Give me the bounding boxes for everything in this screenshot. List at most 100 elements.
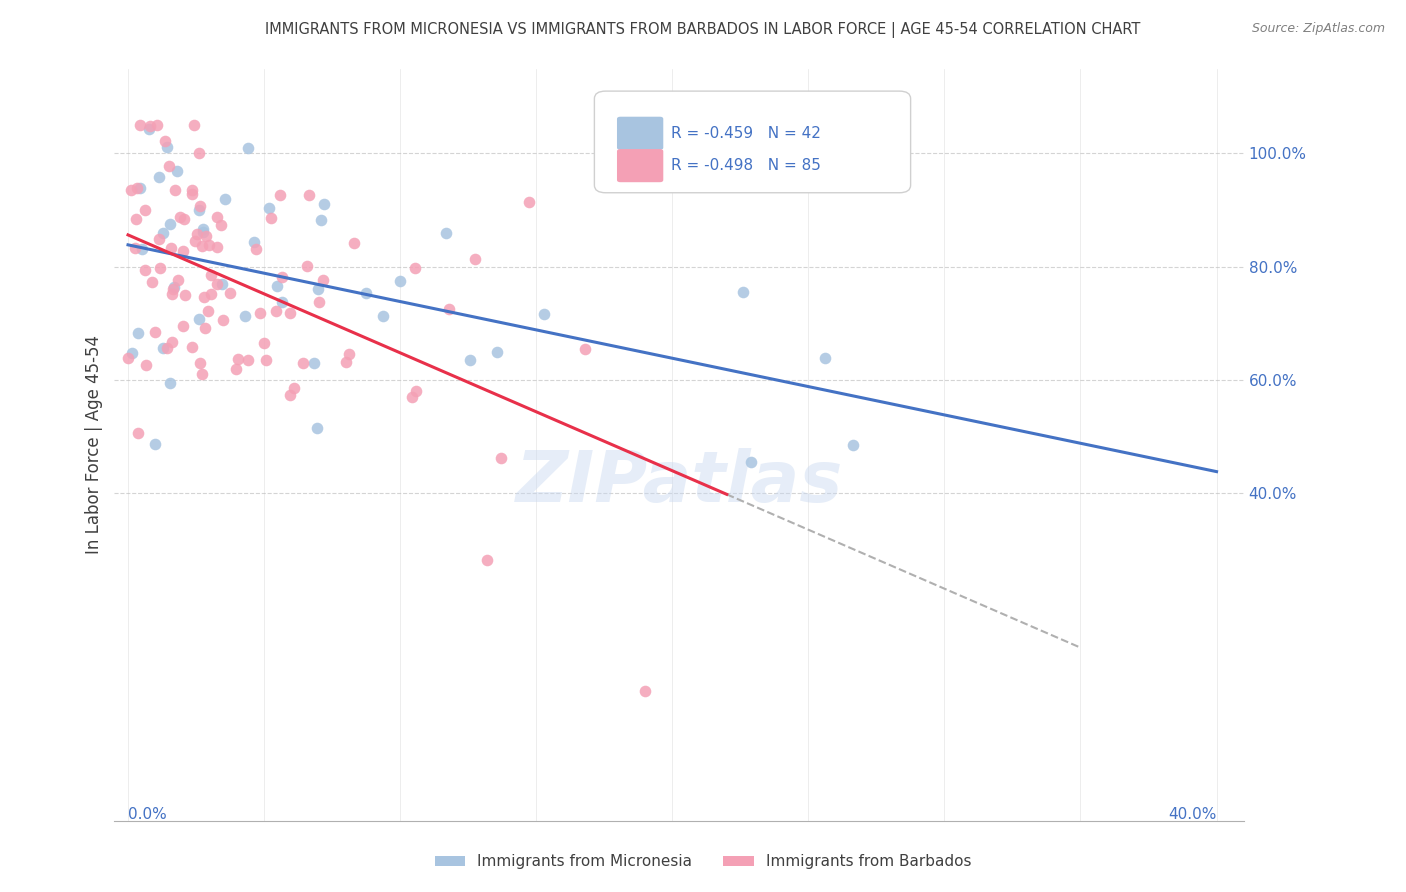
Point [253, 335, 276, 350]
Point [138, 119, 160, 133]
Point [125, 212, 148, 227]
Point [245, 242, 267, 256]
Point [117, 351, 139, 365]
Point [166, 164, 188, 178]
Text: ZIPatlas: ZIPatlas [516, 448, 842, 517]
Point [138, 122, 160, 136]
Point [211, 277, 233, 291]
Text: 40.0%: 40.0% [1168, 807, 1216, 822]
Point [135, 358, 157, 372]
Point [356, 285, 378, 300]
Point [197, 304, 219, 318]
Point [401, 390, 423, 404]
Point [458, 353, 481, 368]
Point [143, 437, 166, 451]
Legend: Immigrants from Micronesia, Immigrants from Barbados: Immigrants from Micronesia, Immigrants f… [429, 848, 977, 875]
Point [489, 451, 512, 466]
Point [134, 202, 156, 217]
Point [191, 222, 214, 236]
Point [434, 226, 457, 240]
Point [172, 319, 194, 334]
Point [183, 234, 205, 248]
Point [180, 187, 202, 202]
Point [167, 273, 190, 287]
Point [209, 219, 232, 233]
Point [404, 260, 426, 275]
Point [145, 325, 167, 339]
Point [129, 181, 152, 195]
Point [128, 118, 150, 132]
Point [169, 211, 191, 225]
Point [266, 278, 288, 293]
Point [131, 243, 153, 257]
Y-axis label: In Labor Force | Age 45-54: In Labor Force | Age 45-54 [86, 335, 103, 555]
Point [188, 356, 211, 370]
Point [225, 361, 247, 376]
Point [214, 192, 236, 206]
Point [292, 355, 315, 369]
Point [212, 313, 235, 327]
Point [183, 118, 205, 132]
Point [533, 307, 555, 321]
Point [312, 196, 335, 211]
Point [194, 228, 217, 243]
Point [156, 341, 179, 355]
Point [191, 225, 214, 239]
Point [371, 310, 394, 324]
Point [148, 232, 170, 246]
Point [233, 309, 256, 323]
Point [145, 118, 167, 132]
Point [157, 159, 180, 173]
Point [152, 227, 174, 241]
Point [186, 227, 208, 241]
Point [160, 335, 183, 350]
FancyBboxPatch shape [595, 91, 911, 193]
Point [236, 141, 259, 155]
Point [298, 188, 321, 202]
Point [270, 294, 292, 309]
Point [517, 194, 540, 209]
Point [188, 202, 211, 217]
Point [193, 320, 215, 334]
Point [475, 553, 498, 567]
Point [249, 305, 271, 319]
Point [295, 259, 318, 273]
FancyBboxPatch shape [617, 149, 664, 182]
Point [205, 277, 228, 291]
Point [337, 347, 360, 361]
Point [278, 306, 301, 320]
Point [260, 211, 283, 226]
Point [269, 188, 291, 202]
Point [190, 239, 212, 253]
Point [173, 211, 195, 226]
Point [486, 345, 509, 359]
Point [162, 282, 184, 296]
Point [814, 351, 837, 365]
Point [200, 286, 222, 301]
Point [464, 252, 486, 266]
Text: IMMIGRANTS FROM MICRONESIA VS IMMIGRANTS FROM BARBADOS IN LABOR FORCE | AGE 45-5: IMMIGRANTS FROM MICRONESIA VS IMMIGRANTS… [266, 22, 1140, 38]
Point [254, 352, 277, 367]
Point [141, 276, 163, 290]
Point [172, 244, 194, 259]
Text: R = -0.459   N = 42: R = -0.459 N = 42 [671, 126, 821, 141]
Point [149, 260, 172, 275]
Point [205, 239, 228, 253]
Point [243, 235, 266, 249]
Point [205, 210, 228, 224]
Point [311, 212, 333, 227]
Point [156, 139, 179, 153]
Point [343, 236, 366, 251]
Point [226, 351, 249, 366]
Point [174, 288, 197, 302]
Point [264, 303, 287, 318]
Text: R = -0.498   N = 85: R = -0.498 N = 85 [671, 158, 821, 173]
Point [437, 301, 460, 316]
Point [238, 353, 260, 368]
Text: Source: ZipAtlas.com: Source: ZipAtlas.com [1251, 22, 1385, 36]
Point [307, 282, 329, 296]
Point [181, 183, 204, 197]
Point [181, 340, 204, 354]
Point [200, 268, 222, 282]
Point [163, 279, 186, 293]
